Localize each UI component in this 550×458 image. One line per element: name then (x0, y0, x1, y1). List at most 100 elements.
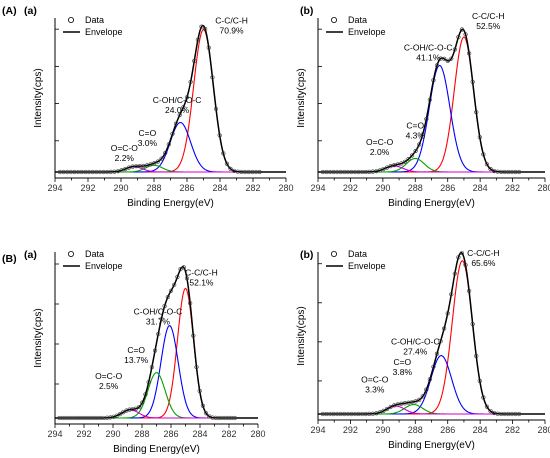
data-point (213, 415, 218, 420)
x-tick-label: 280 (278, 183, 293, 193)
annotation-percent: 2.5% (99, 381, 119, 391)
y-axis-label: Intensity(cps) (296, 68, 307, 127)
chart-panel-3: 294 292 290 288 286 284 282 280 Binding Energy(e… (24, 249, 266, 455)
data-point (229, 415, 234, 421)
data-point (79, 415, 84, 421)
data-point (60, 415, 65, 421)
annotation-label: C-C/C-H (215, 16, 248, 26)
x-tick-label: 286 (440, 183, 455, 193)
x-tick-label: 280 (250, 429, 265, 439)
data-point (427, 377, 432, 382)
x-axis-label: Binding Energy(eV) (127, 198, 214, 209)
data-point (223, 415, 228, 421)
data-point (377, 410, 383, 415)
component-curve-2 (318, 64, 545, 173)
annotation-label: C=O (393, 357, 411, 367)
data-point (184, 95, 190, 100)
data-point (95, 415, 100, 421)
data-point (488, 166, 493, 172)
envelope-curve (55, 24, 286, 173)
annotation-percent: 70.9% (219, 26, 244, 36)
data-point (456, 255, 461, 260)
data-point (417, 397, 422, 403)
x-tick-label: 280 (537, 425, 550, 435)
panel-label: (a) (24, 249, 37, 261)
data-point (119, 168, 124, 173)
group-label-b: (B) (2, 253, 17, 265)
data-point (456, 34, 461, 40)
chart-panel-2: 294 292 290 288 286 284 282 280 Binding Energy(e… (296, 5, 550, 209)
data-point (427, 97, 432, 102)
legend-label-envelope: Envelope (85, 27, 123, 37)
annotation-label: O=C-O (95, 371, 123, 381)
data-point (101, 415, 107, 421)
annotation-percent: 52.1% (189, 277, 214, 287)
legend-label-data: Data (85, 249, 104, 259)
data-point (388, 404, 393, 410)
annotation-percent: 41.1% (416, 53, 441, 63)
data-point (82, 415, 87, 421)
data-point (144, 163, 150, 168)
data-point (399, 161, 404, 166)
data-point (381, 408, 386, 414)
data-point (105, 415, 110, 420)
data-point (409, 153, 415, 158)
legend-marker-data (330, 16, 337, 23)
data-point (184, 276, 190, 281)
data-point (166, 142, 171, 147)
data-point (434, 63, 440, 68)
data-point (467, 51, 472, 56)
x-tick-label: 286 (163, 429, 178, 439)
data-point (516, 411, 522, 417)
x-tick-label: 282 (505, 183, 520, 193)
data-point (434, 351, 440, 356)
data-point (174, 121, 179, 126)
data-point (162, 304, 167, 309)
data-point (470, 79, 475, 85)
data-point (384, 165, 390, 170)
group-label-a: (A) (2, 5, 17, 17)
legend-marker-data (68, 16, 75, 23)
x-tick-label: 286 (440, 425, 455, 435)
data-point (127, 407, 132, 412)
data-point (449, 56, 454, 61)
x-tick-label: 290 (375, 183, 390, 193)
data-point (181, 265, 186, 270)
data-point (188, 300, 193, 306)
data-point (459, 250, 465, 256)
data-point (177, 112, 182, 118)
x-tick-label: 280 (537, 183, 550, 193)
annotation-label: C-OH/C-O-C (153, 95, 202, 105)
data-point (477, 378, 482, 384)
legend-label-data: Data (85, 15, 104, 25)
data-point (445, 58, 450, 64)
data-point (203, 26, 208, 32)
data-point (146, 380, 151, 385)
x-tick-label: 288 (408, 425, 423, 435)
data-point (459, 27, 465, 32)
data-point (172, 282, 177, 287)
legend-label-envelope: Envelope (348, 27, 386, 37)
legend-label-envelope: Envelope (348, 261, 386, 271)
data-point (484, 404, 490, 409)
data-point (377, 168, 383, 173)
data-point (73, 415, 78, 421)
annotation-percent: 52.5% (476, 21, 501, 31)
data-point (181, 105, 186, 110)
panel-label: (b) (300, 249, 313, 261)
data-point (449, 292, 454, 297)
data-point (257, 169, 262, 175)
x-tick-label: 292 (343, 425, 358, 435)
data-point (117, 412, 123, 417)
annotation-percent: 13.7% (124, 355, 149, 365)
data-point (402, 159, 408, 164)
data-point (213, 106, 219, 112)
x-tick-label: 286 (179, 183, 194, 193)
data-point (381, 166, 386, 172)
data-point (442, 326, 447, 331)
data-point (175, 274, 180, 280)
component-curve-2 (318, 354, 545, 415)
data-point (484, 162, 490, 167)
data-point (191, 333, 196, 338)
